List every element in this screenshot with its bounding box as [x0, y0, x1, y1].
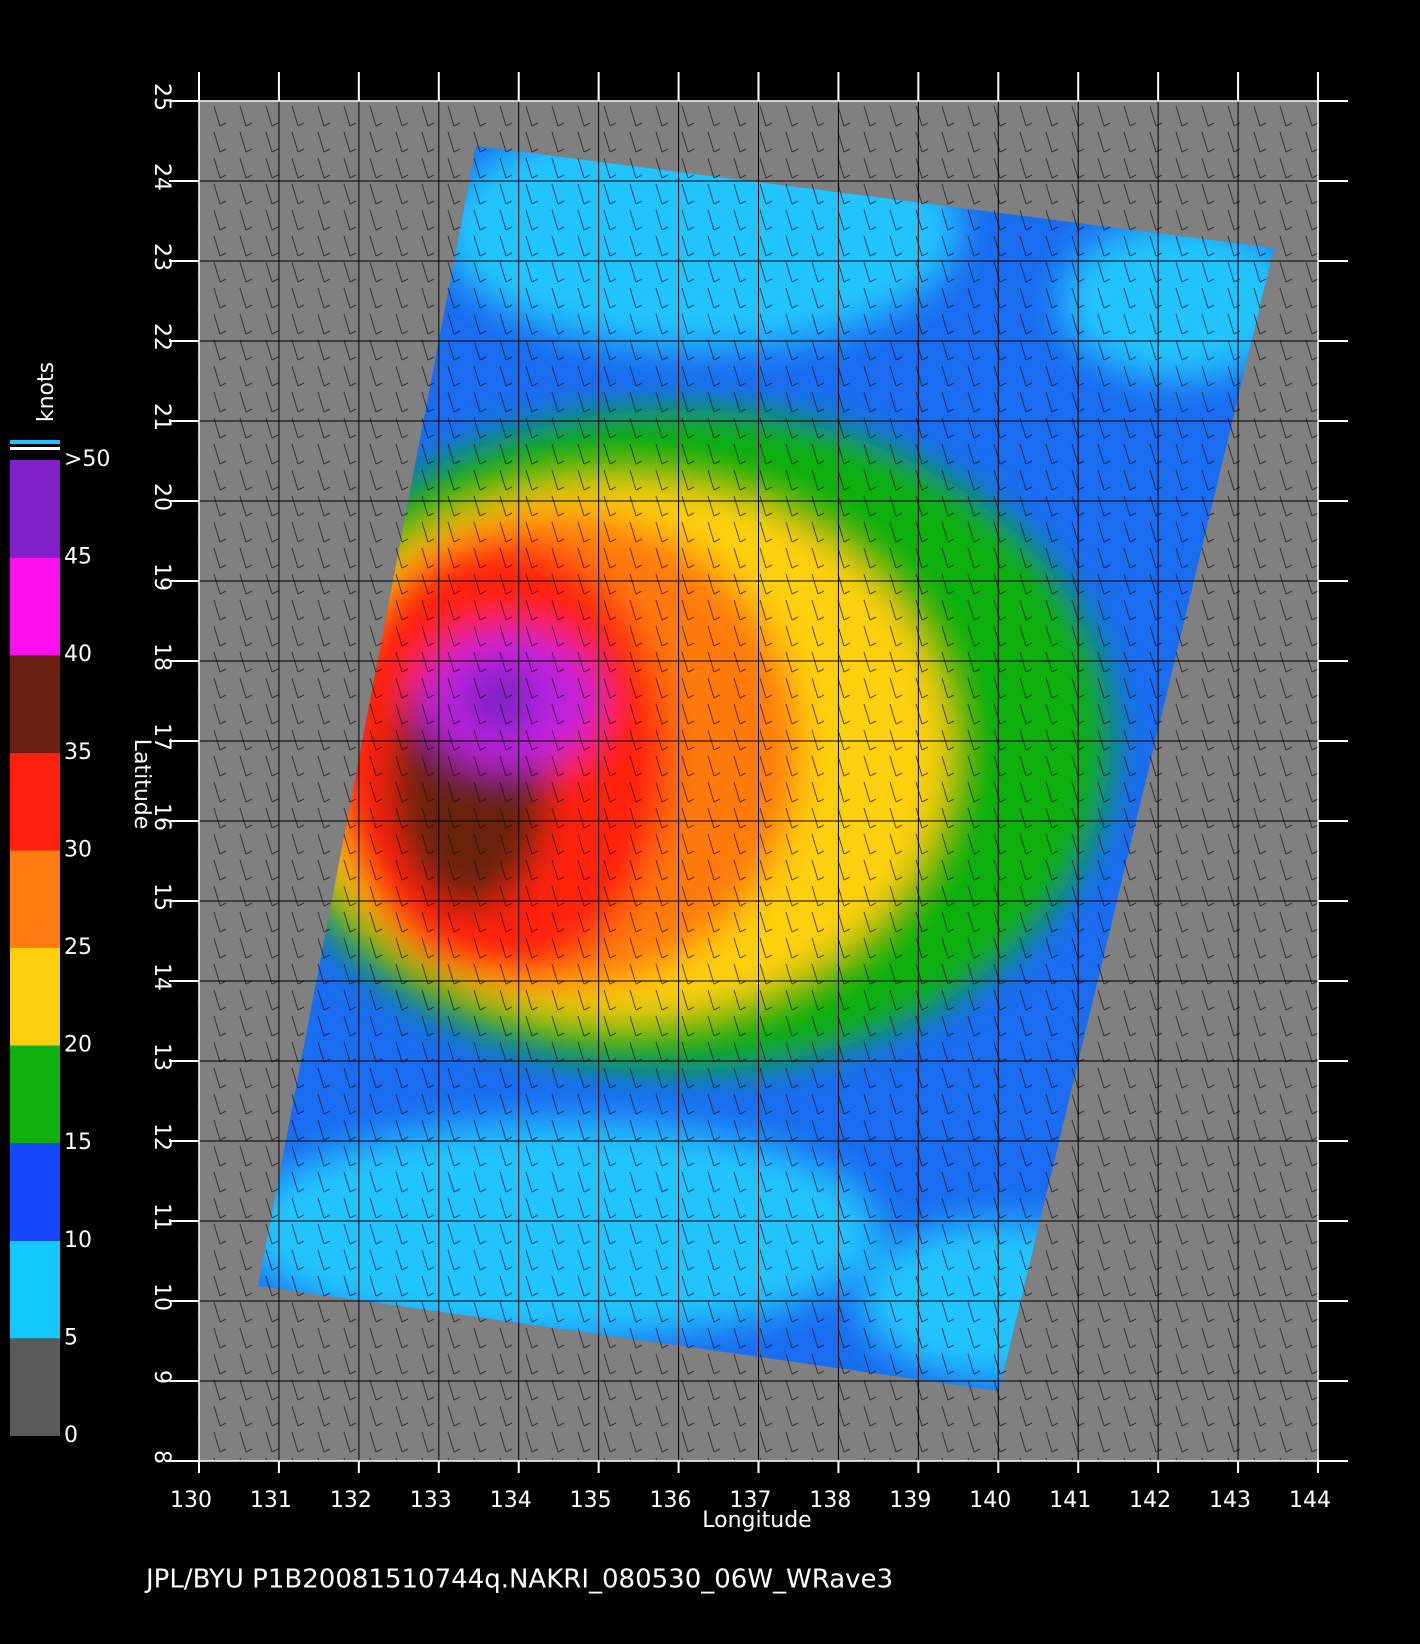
x-tick-label: 132 [330, 1488, 372, 1513]
x-tick-label: 141 [1049, 1488, 1091, 1513]
y-tick-label: 8 [149, 1450, 174, 1464]
y-tick-label: 22 [149, 323, 174, 351]
colorbar-tick-label: 20 [64, 1033, 92, 1058]
y-tick-label: 17 [149, 723, 174, 751]
colorbar-cap [10, 440, 60, 444]
colorbar-segment [10, 557, 60, 656]
colorbar-segment [10, 850, 60, 948]
colorbar-segment [10, 1338, 60, 1436]
y-tick-label: 19 [149, 563, 174, 591]
y-tick-label: 20 [149, 483, 174, 511]
y-tick-label: 13 [149, 1043, 174, 1071]
x-tick-label: 133 [410, 1488, 452, 1513]
colorbar-segment [10, 1240, 60, 1339]
y-tick-label: 15 [149, 883, 174, 911]
y-tick-label: 23 [149, 243, 174, 271]
x-tick-label: 130 [170, 1488, 212, 1513]
y-tick-label: 21 [149, 403, 174, 431]
colorbar-segment [10, 1143, 60, 1241]
x-tick-label: 140 [969, 1488, 1011, 1513]
colorbar-tick-label: 15 [64, 1130, 92, 1155]
x-tick-label: 135 [570, 1488, 612, 1513]
y-tick-label: 10 [149, 1283, 174, 1311]
colorbar-segment [10, 1045, 60, 1144]
x-tick-label: 138 [809, 1488, 851, 1513]
colorbar-cap [10, 447, 60, 450]
y-tick-label: 11 [149, 1203, 174, 1231]
x-tick-label: 143 [1209, 1488, 1251, 1513]
plot-frame [198, 100, 1319, 1462]
colorbar-tick-label: 10 [64, 1228, 92, 1253]
colorbar-segment [10, 948, 60, 1046]
x-tick-label: 142 [1129, 1488, 1171, 1513]
colorbar-tick-label: 35 [64, 740, 92, 765]
colorbar-tick-label: 25 [64, 935, 92, 960]
y-tick-label: 25 [149, 83, 174, 111]
x-tick-label: 131 [250, 1488, 292, 1513]
x-tick-label: 139 [889, 1488, 931, 1513]
x-axis-label: Longitude [702, 1508, 811, 1533]
x-tick-label: 136 [650, 1488, 692, 1513]
colorbar-tick-label: 40 [64, 642, 92, 667]
colorbar-tick-label: 5 [64, 1325, 78, 1350]
x-tick-label: 144 [1289, 1488, 1331, 1513]
colorbar-tick-label: 30 [64, 837, 92, 862]
y-tick-label: 24 [149, 163, 174, 191]
colorbar-tick-label: 0 [64, 1423, 78, 1448]
y-tick-label: 9 [149, 1370, 174, 1384]
colorbar-tick-label: >50 [64, 447, 110, 472]
y-tick-label: 14 [149, 963, 174, 991]
y-tick-label: 18 [149, 643, 174, 671]
x-tick-label: 137 [730, 1488, 772, 1513]
colorbar-segment [10, 460, 60, 558]
y-tick-label: 16 [149, 803, 174, 831]
colorbar-tick-label: 45 [64, 545, 92, 570]
title: JPL/BYU P1B20081510744q.NAKRI_080530_06W… [144, 1565, 893, 1595]
x-tick-label: 134 [490, 1488, 532, 1513]
colorbar-label: knots [34, 362, 59, 422]
y-axis-label: Latitude [129, 739, 154, 830]
colorbar-segment [10, 655, 60, 753]
colorbar-segment [10, 752, 60, 851]
y-tick-label: 12 [149, 1123, 174, 1151]
